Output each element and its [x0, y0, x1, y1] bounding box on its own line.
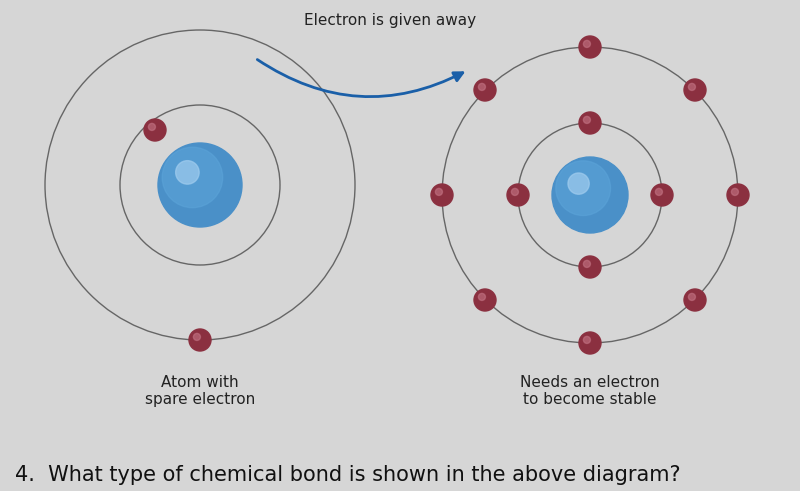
FancyArrowPatch shape: [258, 59, 462, 97]
Circle shape: [162, 147, 222, 208]
Circle shape: [579, 256, 601, 278]
Circle shape: [583, 116, 590, 123]
Circle shape: [579, 36, 601, 58]
Text: Needs an electron
to become stable: Needs an electron to become stable: [520, 375, 660, 408]
Circle shape: [568, 173, 590, 194]
Circle shape: [478, 83, 486, 90]
Circle shape: [688, 83, 695, 90]
Circle shape: [727, 184, 749, 206]
Circle shape: [556, 161, 610, 216]
Circle shape: [731, 189, 738, 195]
Circle shape: [176, 161, 199, 184]
Circle shape: [583, 260, 590, 268]
Circle shape: [684, 289, 706, 311]
Circle shape: [684, 79, 706, 101]
Circle shape: [552, 157, 628, 233]
Circle shape: [688, 294, 695, 300]
Text: 4.  What type of chemical bond is shown in the above diagram?: 4. What type of chemical bond is shown i…: [15, 465, 681, 485]
Text: Electron is given away: Electron is given away: [304, 13, 476, 28]
Circle shape: [511, 189, 518, 195]
Circle shape: [579, 332, 601, 354]
Circle shape: [507, 184, 529, 206]
Circle shape: [148, 123, 155, 131]
Circle shape: [194, 333, 201, 340]
Circle shape: [478, 294, 486, 300]
Circle shape: [158, 143, 242, 227]
Circle shape: [651, 184, 673, 206]
Circle shape: [474, 79, 496, 101]
Circle shape: [474, 289, 496, 311]
Circle shape: [583, 336, 590, 343]
Circle shape: [583, 40, 590, 48]
Circle shape: [144, 119, 166, 141]
Text: Atom with
spare electron: Atom with spare electron: [145, 375, 255, 408]
Circle shape: [431, 184, 453, 206]
Circle shape: [435, 189, 442, 195]
Circle shape: [655, 189, 662, 195]
Circle shape: [189, 329, 211, 351]
Circle shape: [579, 112, 601, 134]
